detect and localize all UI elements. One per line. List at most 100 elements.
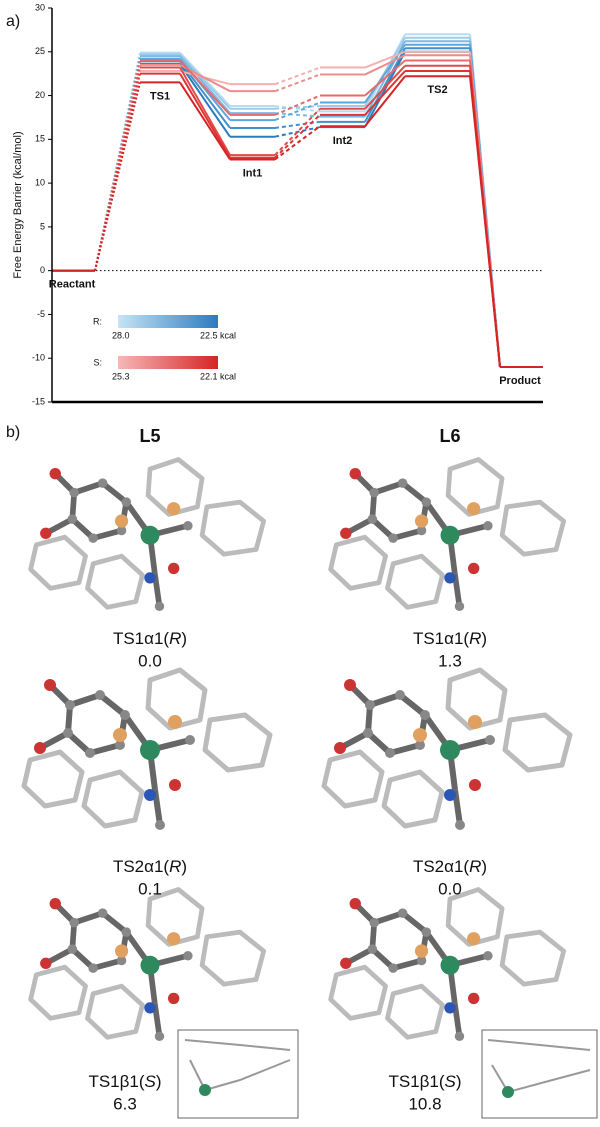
name-part: TS2α1( — [413, 857, 469, 876]
name-part: R — [169, 857, 181, 876]
stage-label: Int1 — [243, 167, 263, 179]
structure-name: TS1α1(R) — [413, 629, 487, 648]
y-tick-label: 20 — [35, 90, 45, 100]
connector — [274, 107, 321, 156]
connector — [179, 55, 231, 114]
inset-atom — [199, 1084, 211, 1096]
y-tick-label: 30 — [35, 2, 45, 12]
connector — [364, 70, 406, 116]
connector — [274, 105, 321, 113]
molecule — [331, 459, 564, 611]
molecule — [24, 670, 270, 830]
name-part: ) — [456, 1072, 462, 1091]
structure-energy: 0.0 — [138, 651, 162, 670]
connector — [364, 75, 406, 127]
stage-label: TS1 — [150, 90, 170, 102]
colorbar-end: 28.0 — [112, 330, 130, 340]
y-tick-label: -10 — [32, 353, 45, 363]
molecules — [24, 459, 598, 1119]
structure-energy: 0.1 — [138, 879, 162, 898]
name-part: TS2α1( — [113, 857, 169, 876]
molecule — [324, 670, 570, 830]
connector — [179, 81, 231, 161]
connector — [364, 51, 406, 128]
y-tick-label: 5 — [40, 221, 45, 231]
y-tick-label: 0 — [40, 265, 45, 275]
structure-energy: 0.0 — [438, 879, 462, 898]
inset — [481, 1029, 598, 1119]
name-part: S — [445, 1072, 457, 1091]
name-part: TS1α1( — [413, 629, 469, 648]
connector — [179, 67, 231, 156]
name-part: ) — [481, 857, 487, 876]
stage-label: Product — [499, 375, 541, 387]
structure-energy: 6.3 — [113, 1094, 137, 1113]
y-tick-label: -15 — [32, 396, 45, 406]
connector — [179, 53, 231, 110]
name-part: S — [145, 1072, 157, 1091]
connector — [274, 126, 321, 138]
connector — [274, 112, 321, 118]
connector — [274, 105, 321, 110]
structure-name: TS2α1(R) — [113, 857, 187, 876]
name-part: TS1β1( — [388, 1072, 444, 1091]
inset-sketch — [491, 1064, 591, 1094]
inset-sketch — [184, 1039, 291, 1051]
molecule — [31, 889, 264, 1041]
connector — [94, 82, 141, 271]
connector — [179, 51, 231, 107]
connector — [469, 76, 501, 368]
connector — [274, 120, 321, 129]
inset-sketch — [189, 1059, 291, 1092]
connector — [274, 101, 321, 122]
colorbar-end: 22.1 kcal — [200, 371, 236, 381]
inset-sketch — [487, 1039, 591, 1051]
connector — [274, 94, 321, 116]
structure-name: TS1β1(S) — [388, 1072, 461, 1091]
colorbar — [118, 356, 218, 369]
molecule — [31, 459, 264, 611]
name-part: ) — [481, 629, 487, 648]
connector — [274, 114, 321, 159]
structure-energy: 1.3 — [438, 651, 462, 670]
inset-atom — [502, 1086, 514, 1098]
colorbar-end: 22.5 kcal — [200, 330, 236, 340]
panel-label: b) — [6, 424, 20, 441]
connector — [274, 73, 321, 93]
name-part: ) — [156, 1072, 162, 1091]
y-axis-label: Free Energy Barrier (kcal/mol) — [12, 131, 24, 278]
connector — [179, 63, 231, 138]
connector — [364, 54, 406, 76]
stage-label: Int2 — [333, 135, 353, 147]
ligand-label: L6 — [439, 426, 460, 446]
structure-name: TS2α1(R) — [413, 857, 487, 876]
structure-energy: 10.8 — [408, 1094, 441, 1113]
name-part: R — [469, 857, 481, 876]
name-part: ) — [181, 857, 187, 876]
colorbar-end: 25.3 — [112, 371, 130, 381]
connector — [364, 65, 406, 110]
connector — [364, 50, 406, 69]
name-part: TS1β1( — [88, 1072, 144, 1091]
stage-label: TS2 — [427, 84, 447, 96]
connector — [179, 73, 231, 159]
colorbar-label: S: — [93, 357, 102, 367]
panel-label: a) — [6, 13, 20, 30]
y-tick-label: 15 — [35, 134, 45, 144]
connector — [274, 125, 321, 161]
name-part: TS1α1( — [113, 629, 169, 648]
structure-name: TS1β1(S) — [88, 1072, 161, 1091]
molecule — [331, 889, 564, 1041]
y-tick-label: 10 — [35, 177, 45, 187]
name-part: R — [169, 629, 181, 648]
y-tick-label: -5 — [37, 309, 45, 319]
stage-label: Reactant — [49, 279, 96, 291]
connector — [274, 66, 321, 86]
connector — [179, 59, 231, 116]
ligand-label: L5 — [139, 426, 160, 446]
colorbar-label: R: — [93, 316, 102, 326]
colorbar — [118, 315, 218, 328]
connector — [364, 59, 406, 97]
connector — [94, 73, 141, 271]
